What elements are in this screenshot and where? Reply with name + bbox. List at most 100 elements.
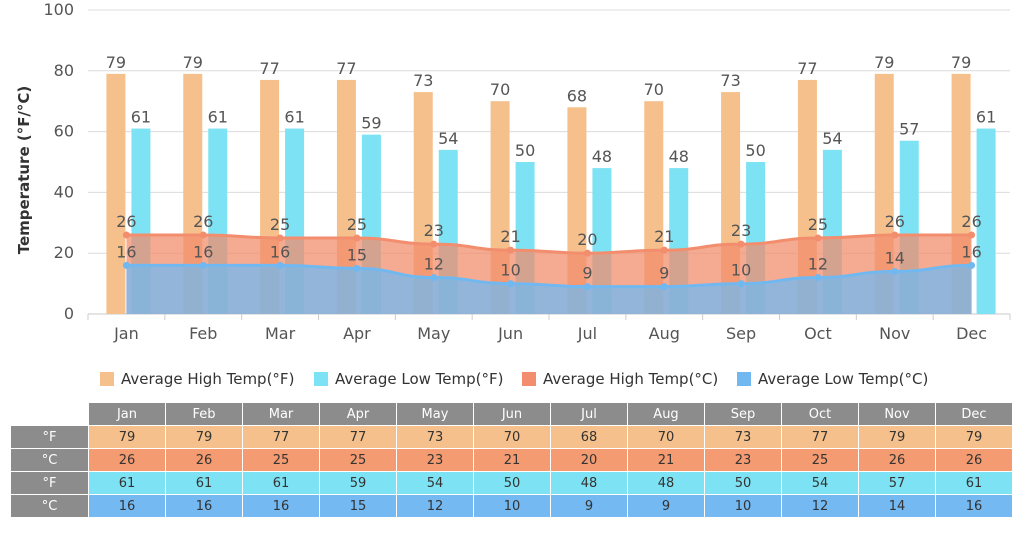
series-high-c-point [276,234,284,242]
table-row: °F 61 61 61 59 54 50 48 48 50 54 57 61 [10,471,1013,495]
y-tick-label: 0 [64,304,74,323]
bar-low-f [976,128,996,314]
data-label-high-c: 26 [961,212,981,231]
table-cell: 48 [550,471,628,495]
data-label-low-f: 48 [592,147,612,166]
data-label-high-c: 21 [500,227,520,246]
data-label-low-f: 50 [515,141,535,160]
table-cell: 23 [704,448,782,472]
data-label-low-c: 16 [193,242,213,261]
table-month-header: Aug [627,402,705,426]
data-label-high-c: 25 [347,215,367,234]
y-tick-label: 60 [54,122,74,141]
data-label-low-f: 50 [745,141,765,160]
table-cell: 25 [319,448,397,472]
legend-item-high-f[interactable]: Average High Temp(°F) [100,366,294,392]
series-high-c-point [660,246,668,254]
data-label-high-f: 77 [797,59,817,78]
table-cell: 20 [550,448,628,472]
legend-item-low-f[interactable]: Average Low Temp(°F) [314,366,503,392]
series-low-c-point [660,283,668,291]
data-label-high-f: 73 [413,71,433,90]
series-low-c-area [126,265,972,314]
table-cell: 54 [781,471,859,495]
bar-high-f [106,73,126,314]
data-label-low-c: 9 [659,264,669,283]
table-cell: 21 [627,448,705,472]
series-low-c-point [583,283,591,291]
data-label-low-c: 16 [270,242,290,261]
table-row: °C 26 26 25 25 23 21 20 21 23 25 26 26 [10,448,1013,472]
y-tick-label: 40 [54,182,74,201]
data-label-high-f: 70 [644,80,664,99]
legend-swatch-low-f [314,372,328,386]
x-tick-label: Feb [189,324,217,343]
data-label-low-c: 12 [424,255,444,274]
series-low-c-point [122,261,130,269]
table-cell: 9 [627,494,705,518]
series-low-c-point [814,274,822,282]
table-corner-cell [10,402,89,426]
y-tick-label: 20 [54,243,74,262]
data-label-low-f: 48 [669,147,689,166]
data-label-low-f: 61 [131,108,151,127]
legend-swatch-high-c [522,372,536,386]
data-label-low-c: 14 [885,248,905,267]
table-month-header: Mar [242,402,320,426]
data-label-high-c: 20 [577,230,597,249]
table-cell: 70 [627,425,705,449]
data-label-low-c: 10 [500,261,520,280]
table-row: °F 79 79 77 77 73 70 68 70 73 77 79 79 [10,425,1013,449]
legend-label-high-f: Average High Temp(°F) [121,370,295,388]
table-month-header: Sep [704,402,782,426]
y-tick-label: 80 [54,61,74,80]
data-label-high-f: 70 [490,80,510,99]
table-cell: 59 [319,471,397,495]
x-tick-label: May [417,324,450,343]
x-tick-label: Aug [649,324,680,343]
data-label-low-c: 16 [116,242,136,261]
data-label-high-f: 79 [874,53,894,72]
legend-swatch-high-f [100,372,114,386]
series-low-c-point [891,267,899,275]
table-cell: 16 [88,494,166,518]
table-cell: 10 [473,494,551,518]
data-label-high-f: 79 [183,53,203,72]
series-low-c-point [353,264,361,272]
table-month-header: Apr [319,402,397,426]
legend-item-high-c[interactable]: Average High Temp(°C) [522,366,718,392]
table-cell: 77 [242,425,320,449]
data-label-high-c: 26 [193,212,213,231]
data-label-high-f: 73 [720,71,740,90]
table-cell: 26 [858,448,936,472]
table-cell: 21 [473,448,551,472]
temperature-chart: 0 20 40 60 80 100 Temperature (°F/°C) 79 61 26 16 J… [15,0,1011,343]
table-row-unit-label: °F [10,471,89,495]
series-high-c-point [353,234,361,242]
table-cell: 9 [550,494,628,518]
legend-label-high-c: Average High Temp(°C) [543,370,719,388]
legend-label-low-f: Average Low Temp(°F) [335,370,504,388]
table-cell: 12 [781,494,859,518]
legend-label-low-c: Average Low Temp(°C) [758,370,929,388]
table-cell: 26 [935,448,1013,472]
table-month-header: Feb [165,402,243,426]
series-high-c-point [430,240,438,248]
x-tick-label: Jul [577,324,597,343]
y-axis-title: Temperature (°F/°C) [15,86,33,255]
data-label-low-f: 54 [438,129,458,148]
table-month-header: Oct [781,402,859,426]
series-high-c-point [737,240,745,248]
table-cell: 79 [858,425,936,449]
table-cell: 61 [88,471,166,495]
table-cell: 77 [781,425,859,449]
table-cell: 16 [242,494,320,518]
table-cell: 77 [319,425,397,449]
data-label-low-f: 57 [899,120,919,139]
table-month-header: May [396,402,474,426]
legend-item-low-c[interactable]: Average Low Temp(°C) [737,366,928,392]
data-label-low-c: 16 [961,242,981,261]
table-cell: 73 [396,425,474,449]
series-low-c-point [737,280,745,288]
table-month-header: Dec [935,402,1013,426]
